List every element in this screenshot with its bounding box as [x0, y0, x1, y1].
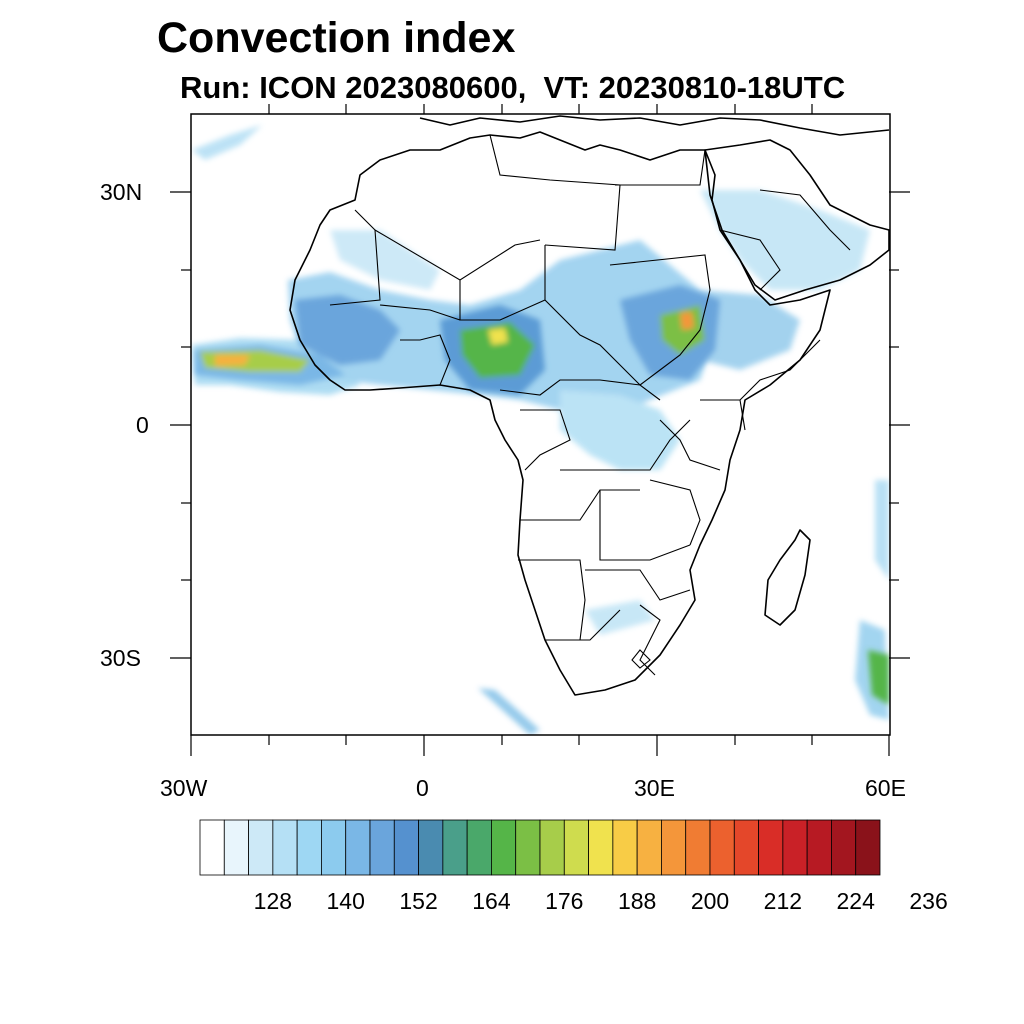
border-line — [545, 609, 621, 641]
colorbar-swatch — [248, 819, 274, 876]
chart-title: Convection index — [157, 14, 516, 62]
convection-field — [192, 125, 889, 735]
convection-core-west-africa — [295, 295, 400, 365]
border-line — [520, 489, 640, 521]
colorbar-swatch — [733, 819, 759, 876]
border-line — [615, 149, 706, 186]
convection-green-nigeria — [460, 322, 535, 378]
border-line — [520, 409, 571, 471]
border-line — [759, 189, 851, 251]
colorbar-tick-label: 164 — [472, 888, 511, 914]
border-line — [400, 334, 451, 386]
colorbar-swatch — [588, 819, 614, 876]
border-line — [631, 649, 651, 669]
colorbar-swatch — [272, 819, 298, 876]
africa-coastline — [289, 131, 831, 696]
convection-hotspot-ethiopia — [680, 312, 694, 330]
colorbar-swatch — [831, 819, 857, 876]
colorbar-swatch — [418, 819, 444, 876]
colorbar-swatch — [296, 819, 322, 876]
colorbar-swatch — [661, 819, 687, 876]
border-line — [560, 419, 691, 471]
border-line — [329, 209, 381, 306]
colorbar-swatch — [223, 819, 249, 876]
chart-subtitle: Run: ICON 2023080600, VT: 20230810-18UTC — [180, 70, 846, 105]
border-line — [719, 229, 781, 291]
border-line — [518, 559, 586, 641]
colorbar-swatch — [491, 819, 517, 876]
border-line — [459, 280, 546, 321]
country-borders — [329, 134, 851, 676]
convection-area-arabia — [700, 190, 870, 290]
convection-area-north-africa — [330, 230, 440, 290]
colorbar — [199, 819, 881, 876]
convection-hotspot-atlantic — [215, 355, 250, 366]
colorbar-swatch — [782, 819, 808, 876]
colorbar-swatch — [612, 819, 638, 876]
colorbar-tick-label: 224 — [836, 888, 875, 914]
convection-area-atlantic-north — [192, 125, 262, 160]
x-tick-label: 60E — [865, 775, 906, 801]
convection-area-central-africa — [560, 390, 680, 470]
y-tick-label: 0 — [136, 412, 149, 438]
border-line — [544, 245, 641, 386]
x-tick-label: 0 — [416, 775, 429, 801]
colorbar-tick-label: 128 — [253, 888, 293, 914]
colorbar-swatch — [685, 819, 711, 876]
x-tick-label: 30W — [160, 775, 208, 801]
convection-green-madagascar — [868, 650, 889, 705]
colorbar-swatch — [393, 819, 419, 876]
colorbar-tick-label: 176 — [545, 888, 584, 914]
colorbar-tick-label: 152 — [399, 888, 438, 914]
madagascar-coastline — [764, 529, 811, 626]
convection-area-south-africa — [585, 600, 655, 635]
colorbar-swatch — [563, 819, 589, 876]
border-line — [659, 419, 721, 471]
convection-green-ethiopia — [660, 305, 705, 355]
coastlines — [289, 115, 890, 696]
convection-hotspot-nigeria — [488, 328, 508, 345]
convection-area-indian-east — [875, 480, 889, 580]
border-line — [649, 479, 701, 546]
colorbar-swatch — [539, 819, 565, 876]
colorbar-tick-label: 188 — [617, 888, 657, 914]
colorbar-tick-label: 212 — [763, 888, 803, 914]
colorbar-swatch — [466, 819, 492, 876]
colorbar-swatch — [709, 819, 735, 876]
border-line — [599, 490, 691, 561]
colorbar-swatch — [636, 819, 662, 876]
convection-area-ethiopia — [700, 290, 800, 370]
colorbar-swatch — [321, 819, 347, 876]
border-line — [639, 604, 661, 676]
y-tick-label: 30N — [100, 179, 143, 205]
colorbar-swatch — [515, 819, 541, 876]
colorbar-tick-label: 140 — [326, 888, 365, 914]
colorbar-swatch — [369, 819, 395, 876]
colorbar-swatch — [345, 819, 371, 876]
border-line — [379, 304, 461, 321]
border-line — [374, 229, 541, 281]
x-tick-label: 30E — [634, 775, 675, 801]
border-line — [609, 254, 711, 386]
colorbar-swatch — [855, 819, 881, 876]
colorbar-tick-label: 200 — [690, 888, 730, 914]
border-line — [585, 569, 691, 601]
y-tick-label: 30S — [100, 645, 141, 671]
border-line — [499, 379, 661, 401]
colorbar-tick-label: 236 — [909, 888, 948, 914]
border-line — [489, 134, 621, 251]
arabia-coastline — [704, 139, 890, 301]
colorbar-swatch — [199, 819, 225, 876]
europe-coastline — [419, 115, 890, 136]
colorbar-swatch — [442, 819, 468, 876]
convection-area-southern-ocean — [478, 688, 540, 735]
border-line — [700, 399, 746, 431]
axis-ticks — [170, 104, 910, 756]
colorbar-swatch — [758, 819, 784, 876]
colorbar-swatch — [806, 819, 832, 876]
border-line — [739, 339, 821, 401]
